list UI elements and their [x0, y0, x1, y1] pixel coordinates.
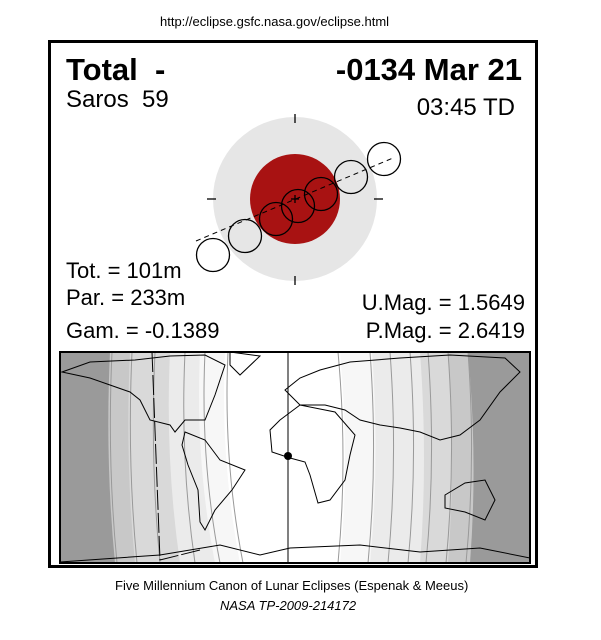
- totality-duration: Tot. = 101m: [66, 258, 182, 283]
- source-url[interactable]: http://eclipse.gsfc.nasa.gov/eclipse.htm…: [160, 14, 390, 29]
- world-map: [59, 351, 531, 564]
- moon-positions: [195, 141, 402, 273]
- moon-p1: [195, 237, 231, 273]
- gamma: Gam. = -0.1389: [66, 318, 220, 343]
- eclipse-type: Total -: [66, 52, 166, 87]
- footer-canon: Five Millennium Canon of Lunar Eclipses …: [115, 578, 469, 593]
- antarctica: [60, 544, 530, 563]
- moon-u3: [303, 176, 339, 212]
- eclipse-frame: [48, 40, 538, 568]
- north-america: [60, 354, 226, 433]
- penumbral-magnitude: P.Mag. = 2.6419: [365, 318, 525, 343]
- eclipse-time: 03:45 TD: [416, 94, 515, 121]
- partial-duration: Par. = 233m: [66, 285, 186, 310]
- footer-publication: NASA TP-2009-214172: [220, 598, 357, 613]
- south-america: [181, 431, 246, 532]
- moon-u2: [258, 201, 294, 237]
- australia: [444, 479, 496, 521]
- moon-max: [280, 188, 316, 224]
- subsolar-point: [284, 452, 292, 460]
- moon-u1: [227, 218, 263, 254]
- saros-number: Saros 59: [66, 86, 169, 113]
- moon-u4: [333, 159, 369, 195]
- africa: [269, 404, 356, 504]
- umbral-magnitude: U.Mag. = 1.5649: [361, 290, 525, 315]
- axis-ticks: [207, 114, 383, 285]
- moon-p4: [366, 141, 402, 177]
- greenland: [229, 352, 262, 376]
- eclipse-date: -0134 Mar 21: [335, 52, 522, 87]
- eurasia: [284, 354, 521, 441]
